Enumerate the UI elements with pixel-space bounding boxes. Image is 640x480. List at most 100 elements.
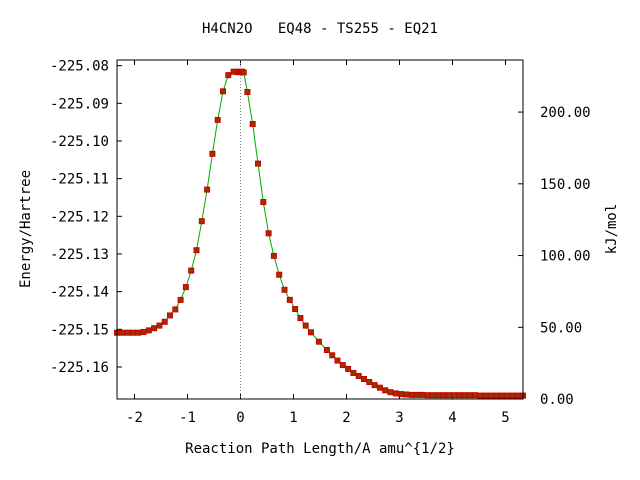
data-point: [456, 392, 463, 399]
data-point: [323, 347, 330, 353]
data-point: [350, 370, 357, 376]
y-tick-label: -225.13: [50, 247, 109, 263]
data-point: [286, 296, 293, 303]
y-axis-left: -225.08 -225.09 -225.10 -225.11 -225.12 -225.…: [50, 59, 122, 376]
y-tick-label: -225.08: [50, 59, 109, 75]
y2-tick-label: 100.00: [540, 249, 591, 265]
x-tick-label: 2: [342, 410, 350, 426]
y-tick-label: -225.16: [50, 360, 109, 376]
data-point: [260, 199, 267, 205]
data-point: [140, 329, 147, 335]
data-point: [302, 322, 309, 329]
x-tick-label: 0: [236, 410, 244, 426]
x-tick-label: -2: [126, 410, 143, 426]
data-point: [477, 392, 484, 399]
data-point: [151, 325, 158, 332]
data-points: [114, 68, 526, 399]
data-point: [514, 392, 521, 399]
data-point: [240, 69, 247, 76]
data-point: [177, 296, 184, 303]
data-point: [225, 72, 232, 79]
data-point: [297, 315, 304, 321]
data-point: [451, 392, 458, 399]
data-point: [119, 329, 126, 336]
data-point: [156, 322, 163, 329]
data-point: [182, 284, 189, 291]
data-point: [361, 376, 367, 382]
data-point: [308, 329, 314, 336]
data-point: [129, 329, 136, 336]
x-axis-label: Reaction Path Length/A amu^{1/2}: [185, 441, 455, 457]
data-point: [382, 387, 389, 394]
y-axis-right: 0.00 50.00 100.00 150.00 200.00: [518, 105, 591, 408]
y-tick-label: -225.12: [50, 209, 109, 225]
y-tick-label: -225.10: [50, 134, 109, 150]
data-point: [334, 357, 341, 364]
data-point: [366, 379, 373, 385]
data-point: [214, 116, 221, 123]
y-tick-label: -225.14: [50, 285, 109, 301]
data-point: [172, 306, 179, 313]
y2-tick-label: 50.00: [540, 320, 582, 336]
data-point: [387, 389, 394, 396]
data-point: [424, 392, 431, 399]
y-tick-label: -225.15: [50, 322, 109, 338]
y-tick-label: -225.09: [50, 96, 109, 112]
data-point: [435, 392, 442, 399]
y2-axis-label: kJ/mol: [604, 204, 620, 255]
data-point: [398, 391, 405, 398]
data-point: [414, 391, 420, 398]
data-point: [408, 391, 415, 398]
data-point: [193, 247, 200, 254]
data-point: [161, 318, 168, 325]
y-axis-label: Energy/Hartree: [18, 170, 34, 288]
data-point: [371, 382, 378, 389]
data-point: [445, 392, 452, 399]
data-point: [493, 392, 500, 399]
data-point: [429, 392, 436, 399]
data-point: [419, 391, 426, 398]
y2-tick-label: 200.00: [540, 105, 591, 121]
data-point: [403, 391, 410, 398]
data-point: [244, 89, 251, 95]
data-point: [209, 150, 216, 157]
data-point: [255, 160, 261, 167]
data-point: [124, 329, 131, 336]
x-tick-label: 3: [395, 410, 403, 426]
data-point: [376, 384, 383, 391]
data-point: [440, 392, 447, 399]
data-point: [265, 230, 272, 237]
data-point: [355, 373, 362, 379]
data-point: [270, 252, 277, 259]
data-point: [339, 362, 346, 369]
data-point: [188, 267, 195, 274]
energy-curve: [117, 71, 523, 397]
data-point: [220, 88, 226, 95]
data-point: [249, 121, 256, 127]
data-point: [509, 392, 516, 399]
x-axis: -2 -1 0 1 2 3 4 5: [126, 60, 510, 426]
data-point: [488, 392, 495, 399]
y-tick-label: -225.11: [50, 172, 109, 188]
data-point: [315, 338, 322, 345]
data-point: [292, 306, 299, 312]
data-point: [498, 392, 505, 399]
data-point: [345, 365, 352, 372]
chart-title: H4CN2O EQ48 - TS255 - EQ21: [202, 21, 438, 37]
data-point: [281, 286, 288, 293]
x-tick-label: 4: [448, 410, 456, 426]
x-tick-label: 1: [289, 410, 297, 426]
data-point: [198, 218, 205, 225]
data-point: [482, 392, 489, 399]
data-point: [145, 327, 152, 334]
data-point: [204, 186, 211, 193]
plot-frame: [116, 59, 524, 400]
data-point: [135, 329, 142, 336]
y2-tick-label: 0.00: [540, 392, 574, 408]
x-tick-label: 5: [501, 410, 509, 426]
data-point: [276, 271, 283, 278]
data-point: [467, 392, 473, 399]
y2-tick-label: 150.00: [540, 177, 591, 193]
x-tick-label: -1: [179, 410, 196, 426]
